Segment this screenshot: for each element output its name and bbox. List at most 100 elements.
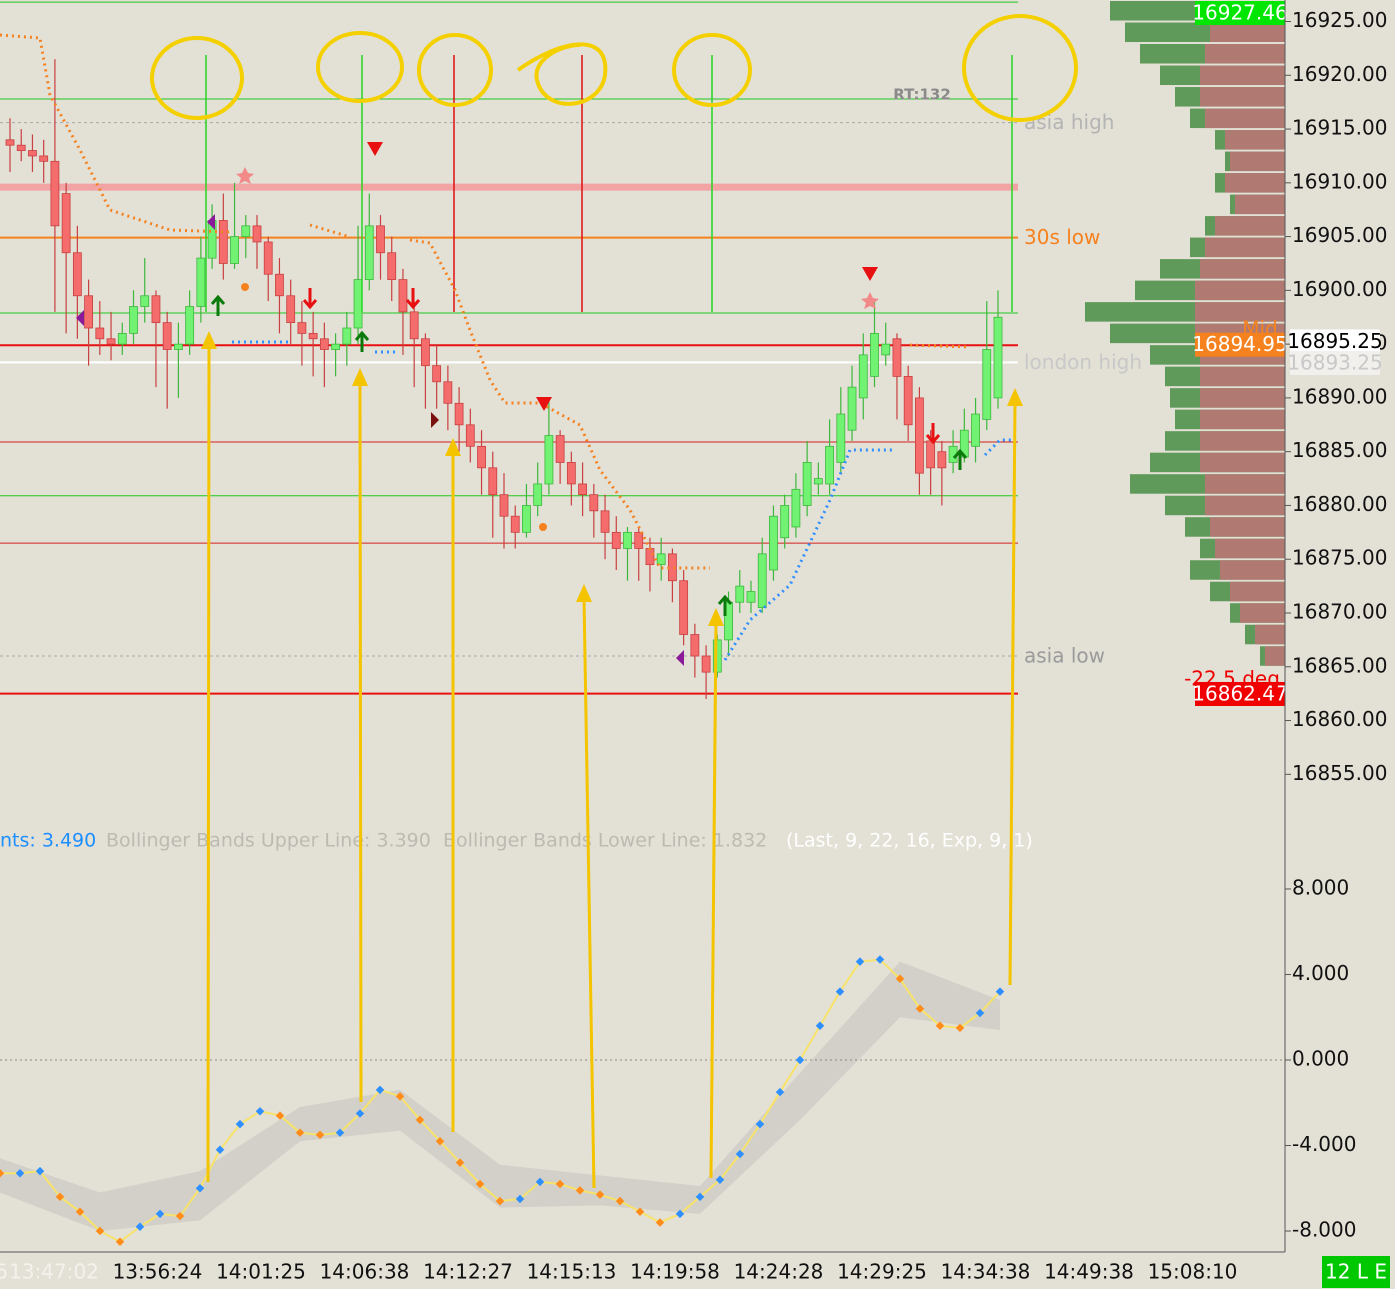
y-tick-label: 16875.00 [1292,546,1387,570]
arrow-head [576,584,592,602]
band-area [0,961,1000,1232]
candle-body [331,343,340,350]
profile-inner-bar [1200,388,1285,408]
y-tick-label: 0.000 [1292,1047,1349,1071]
candle-body [50,160,60,227]
indicator-legend: (Last, 9, 22, 16, Exp, 9, 1) [786,830,1033,852]
osc-point [555,1179,565,1189]
profile-inner-bar [1235,194,1285,215]
y-tick-label: 16920.00 [1292,62,1387,86]
candle-body [39,155,49,162]
y-tick-label: 16865.00 [1292,653,1387,677]
down-arrow [405,288,421,310]
osc-point [675,1209,685,1219]
price-flag-label: 16862.47 [1192,681,1287,705]
osc-point [375,1085,385,1095]
x-tick-label: 14:19:58 [630,1260,720,1284]
candle-body [387,252,397,281]
arrow [709,621,718,1179]
profile-inner-bar [1225,173,1285,193]
price-flag [1195,681,1285,706]
sell-marker [536,397,552,411]
level-label: london high [1024,350,1142,374]
candle-body [870,332,879,377]
x-tick-label: 13:56:24 [113,1260,203,1284]
price-flag [1290,329,1380,354]
candle-body [477,445,486,469]
candle-body [5,139,15,146]
profile-inner-bar [1225,130,1285,150]
x-tick-label: 14:06:38 [320,1260,410,1284]
profile-inner-bar [1205,495,1285,516]
down-arrow [302,288,318,310]
stop-line [983,438,1012,457]
candle-body [353,279,363,329]
profile-inner-bar [1200,409,1285,430]
arrow-head [352,368,368,386]
osc-point [495,1196,505,1206]
candle-body [825,445,834,485]
dot-marker [241,283,249,291]
osc-point [875,955,885,964]
profile-inner-bar [1255,624,1285,645]
candle-body [421,338,430,367]
candle-body [196,257,206,307]
osc-point [855,957,865,966]
indicator-legend: Bollinger Bands Lower Line: 1.832 [443,830,767,852]
candle-body [252,225,262,243]
candle-body [735,585,745,603]
price-flag-label: 16894.95 [1192,332,1287,356]
candle-body [510,515,520,533]
candle-body [634,531,644,549]
candle-body [623,531,632,549]
profile-inner-bar [1220,560,1285,580]
y-tick-label: 16870.00 [1292,599,1387,623]
candle-body [903,376,913,426]
price-flag-label: 16895.25 [1287,329,1382,353]
osc-point [935,1021,945,1031]
indicator-legend: nts: 3.490 [0,830,96,852]
candle-body [185,306,195,345]
osc-point [255,1107,265,1116]
osc-point [335,1128,345,1137]
candle-body [263,241,273,275]
up-arrow [952,448,968,470]
sell-marker [367,142,383,156]
candle-body [679,580,689,635]
candle-body [656,553,666,566]
stop-line [309,223,351,239]
osc-point [995,987,1005,996]
candle-body [16,144,26,151]
candle-body [892,338,902,377]
profile-inner-bar [1200,259,1285,279]
osc-point [415,1115,425,1125]
osc-point [835,987,845,996]
arrow-head [708,608,724,626]
candle-body [555,435,565,463]
profile-inner-bar [1195,280,1285,301]
arrow-head [201,331,217,349]
y-tick-label: 16905.00 [1292,223,1387,247]
angle-label: -22.5 deg [1184,667,1280,691]
yellow-arrows [201,331,1023,1189]
osc-point [515,1194,525,1204]
y-tick-label: 16925.00 [1292,8,1387,32]
candle-body [106,338,116,345]
y-tick-label: 16885.00 [1292,438,1387,462]
profile-inner-bar [1205,474,1285,494]
up-arrow [717,594,733,616]
y-tick-label: 16855.00 [1292,761,1387,785]
candle-body [129,306,138,334]
osc-point [735,1149,745,1159]
profile-inner-bar [1200,366,1285,387]
x-tick-label: 13:47:02 [9,1260,99,1284]
candle-body [308,332,318,340]
candle-body [847,386,857,431]
profile-inner-bar [1200,431,1285,451]
up-arrow [354,330,370,352]
arrow [1008,401,1017,986]
candle-body [275,273,284,297]
candle-body [780,505,790,539]
